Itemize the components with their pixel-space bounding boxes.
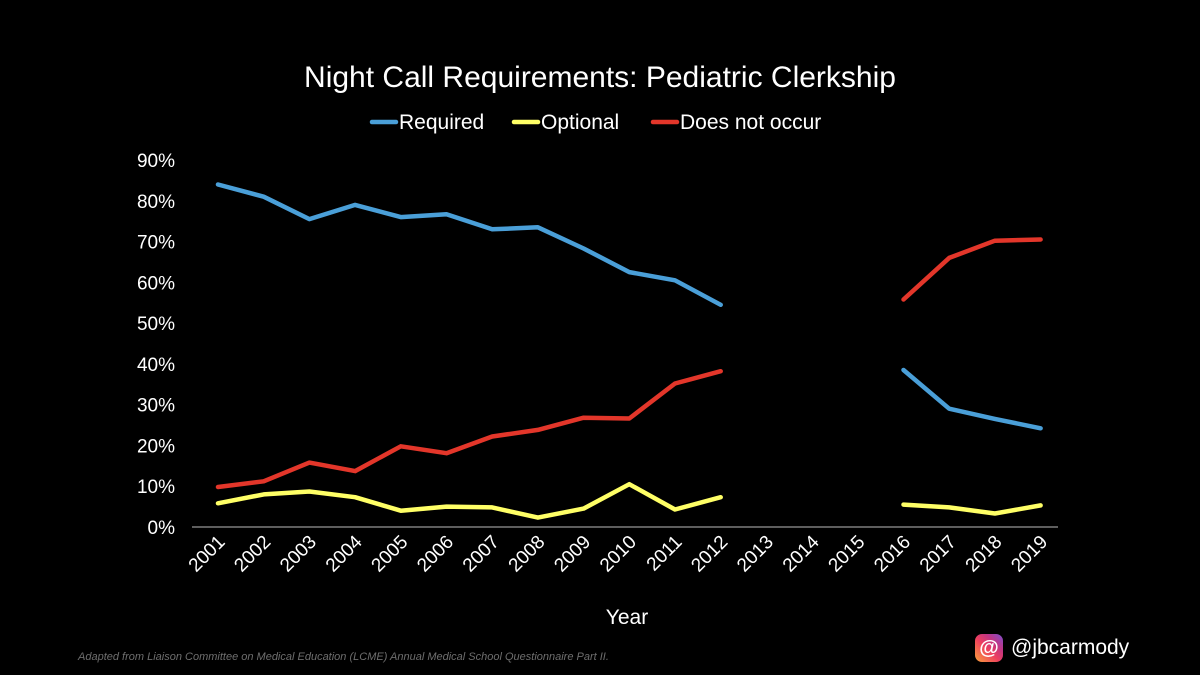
legend-label-does-not-occur: Does not occur [680,111,821,134]
legend-label-optional: Optional [541,111,619,134]
x-tick-label: 2019 [1007,532,1052,577]
plot-area [215,182,1043,520]
legend-label-required: Required [399,111,484,134]
x-tick-label: 2008 [505,532,550,577]
author-handle: @jbcarmody [1011,636,1130,659]
series-line-required [215,182,1043,431]
x-tick-label: 2009 [550,532,595,577]
x-tick-label: 2011 [643,532,687,576]
source-note: Adapted from Liaison Committee on Medica… [78,651,609,663]
x-tick-label: 2007 [459,532,504,577]
legend: Required Optional Does not occur [369,111,821,134]
x-tick-label: 2002 [230,532,275,577]
series-line-does-not-occur [215,237,1043,490]
y-tick-label: 20% [137,436,175,457]
x-tick-label: 2018 [962,532,1007,577]
x-tick-label: 2005 [368,532,413,577]
chart-title: Night Call Requirements: Pediatric Clerk… [304,61,896,94]
x-axis-title: Year [606,606,648,629]
y-axis: 0% 10% 20% 30% 40% 50% 60% 70% 80% 90% [137,151,175,539]
y-tick-label: 0% [148,518,176,539]
x-tick-label: 2010 [596,532,641,577]
x-tick-label: 2016 [870,532,915,577]
author-credit: @ @jbcarmody [975,633,1129,663]
x-axis: 2001 2002 2003 2004 2005 2006 2007 2008 2009 2010… [185,526,1058,577]
x-tick-label: 2017 [916,532,961,577]
y-tick-label: 70% [137,233,175,254]
x-tick-label: 2015 [825,532,870,577]
y-tick-label: 50% [137,314,175,335]
x-tick-label: 2012 [687,532,732,577]
threads-icon: @ [975,634,1003,662]
y-tick-label: 10% [137,477,175,498]
x-tick-label: 2006 [413,532,458,577]
x-tick-label: 2013 [733,532,778,577]
x-tick-label: 2001 [185,532,230,577]
x-tick-label: 2003 [276,532,321,577]
x-tick-label: 2014 [779,531,824,576]
y-tick-label: 30% [137,396,175,417]
y-tick-label: 90% [137,151,175,172]
x-tick-label: 2004 [322,531,367,576]
y-tick-label: 40% [137,355,175,376]
y-tick-label: 60% [137,273,175,294]
series-line-optional [215,481,1043,520]
y-tick-label: 80% [137,192,175,213]
